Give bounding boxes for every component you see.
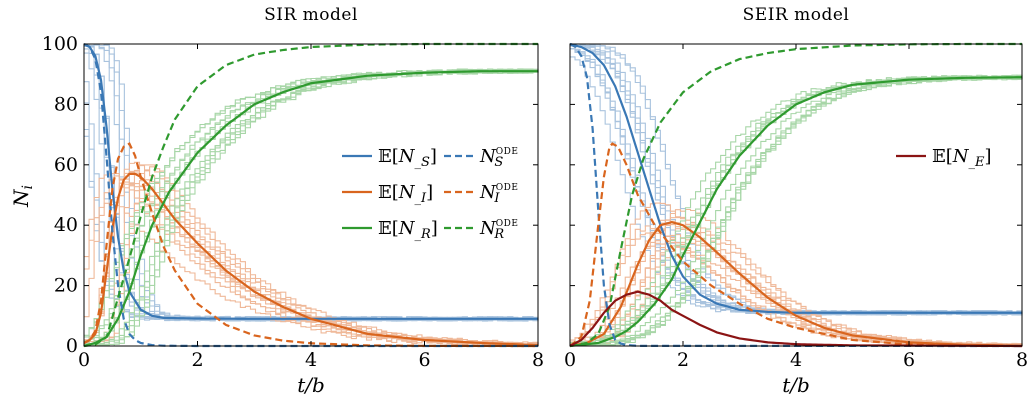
seir-trajectory-2-10 <box>570 74 1023 347</box>
seir-series-line-2 <box>569 76 1023 348</box>
sir-xtick-label-2: 4 <box>305 349 317 371</box>
seir-trajectory-2-5 <box>570 75 1023 347</box>
sir-ytick-label-1: 20 <box>54 275 78 297</box>
sir-title: SIR model <box>264 5 358 25</box>
seir-trajectory-1-3 <box>570 241 1023 347</box>
sir-ylabel: Ni <box>9 185 36 208</box>
seir-series-line-0 <box>569 42 1022 314</box>
sir-legend-entry-5-label: NODE R <box>479 218 518 242</box>
seir-legend: 𝔼[N_E] <box>896 146 992 170</box>
sir-xlabel: t/b <box>297 373 325 397</box>
sir-trajectory-1-10 <box>84 166 539 346</box>
sir-ytick-label-4: 80 <box>54 93 78 115</box>
seir-trajectory-2-7 <box>570 76 1023 347</box>
seir-xtick-label-2: 4 <box>790 349 802 371</box>
sir-trajectory-2-11 <box>84 69 539 346</box>
seir-xtick-label-4: 8 <box>1016 349 1028 371</box>
sir-series-line-2 <box>83 70 538 348</box>
sir-trajectory-2-4 <box>84 68 539 347</box>
sir-trajectory-2-0 <box>84 68 539 347</box>
sir-ytick-label-2: 40 <box>54 214 78 236</box>
seir-trajectory-1-4 <box>570 239 1023 347</box>
sir-stochastic-trajectories <box>84 43 539 347</box>
sir-legend: 𝔼[N_S] 𝔼[N_I] 𝔼[N_R] NODE S NODE I NODE R <box>342 146 518 242</box>
seir-trajectory-2-8 <box>570 75 1023 347</box>
seir-title: SEIR model <box>743 5 850 25</box>
sir-trajectory-2-6 <box>84 68 539 347</box>
seir-trajectory-2-3 <box>570 75 1023 347</box>
sir-legend-entry-0-label: 𝔼[N_S] <box>378 146 437 170</box>
seir-xtick-label-1: 2 <box>677 349 689 371</box>
sir-trajectory-2-5 <box>84 68 539 342</box>
seir-xlabel: t/b <box>782 373 810 397</box>
seir-trajectory-0-4 <box>570 48 1023 316</box>
sir-trajectory-2-10 <box>84 68 539 345</box>
seir-trajectory-2-0 <box>570 75 1023 347</box>
seir-trajectory-1-10 <box>570 230 1023 347</box>
seir-xtick-label-0: 0 <box>564 349 576 371</box>
sir-legend-entry-2-label: 𝔼[N_R] <box>378 218 438 242</box>
seir-trajectory-2-1 <box>570 74 1023 347</box>
seir-trajectory-2-9 <box>570 75 1023 347</box>
seir-trajectory-1-9 <box>570 225 1023 347</box>
seir-trajectory-2-2 <box>570 75 1023 347</box>
sir-ytick-label-3: 60 <box>54 154 78 176</box>
sir-xtick-label-3: 6 <box>418 349 430 371</box>
sir-xtick-label-0: 0 <box>78 349 90 371</box>
sir-trajectory-2-7 <box>84 68 539 346</box>
sir-ytick-label-0: 0 <box>66 335 78 357</box>
sir-legend-entry-1-label: 𝔼[N_I] <box>378 182 433 206</box>
seir-axis-ticks: 0 2 4 6 8 <box>564 43 1028 371</box>
seir-trajectory-1-8 <box>570 234 1022 347</box>
seir-legend-entry-0-label: 𝔼[N_E] <box>932 146 992 170</box>
seir-xtick-label-3: 6 <box>903 349 915 371</box>
sir-trajectory-2-1 <box>84 68 539 347</box>
sir-xtick-label-1: 2 <box>191 349 203 371</box>
sir-xtick-label-4: 8 <box>532 349 544 371</box>
seir-trajectory-0-10 <box>570 48 1023 316</box>
sir-legend-entry-3-label: NODE S <box>479 146 518 170</box>
sir-series-line-1 <box>83 172 539 347</box>
sir-ytick-label-5: 100 <box>42 33 78 55</box>
sir-trajectory-2-3 <box>84 69 539 347</box>
seir-series-line-1 <box>569 221 1023 348</box>
seir-panel: SEIR model 0 2 4 6 8 t/b 𝔼[N_E] <box>564 5 1028 397</box>
seir-trajectory-2-6 <box>570 74 1023 347</box>
sir-trajectory-2-8 <box>84 68 539 347</box>
sir-legend-entry-4-label: NODE I <box>479 182 518 206</box>
